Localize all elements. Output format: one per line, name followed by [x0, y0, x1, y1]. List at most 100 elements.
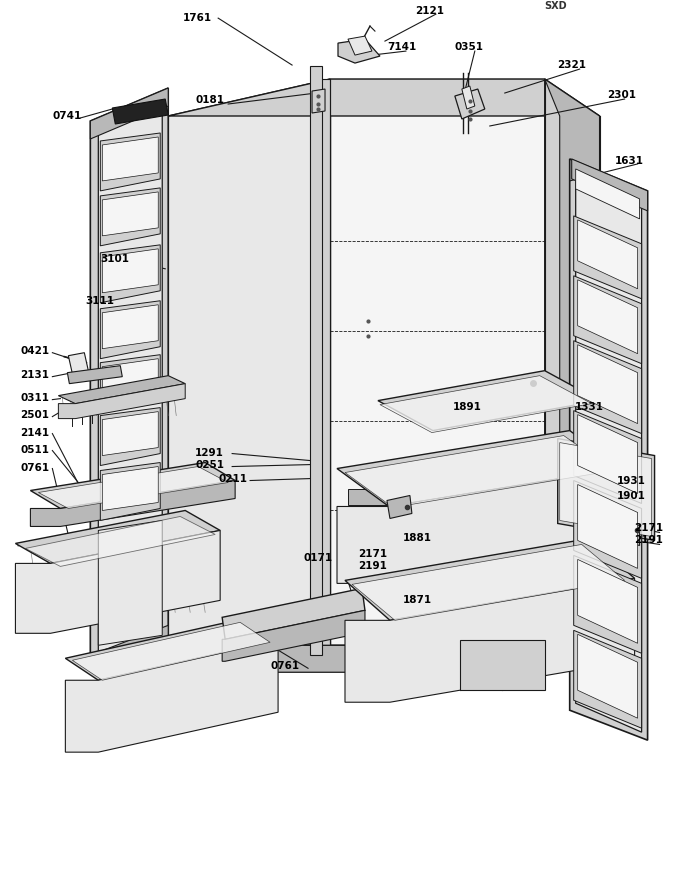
- Polygon shape: [460, 640, 545, 690]
- Text: 2301: 2301: [607, 90, 636, 100]
- Text: 0761: 0761: [20, 463, 50, 473]
- Text: 2321: 2321: [557, 60, 585, 70]
- Polygon shape: [168, 615, 600, 672]
- Polygon shape: [387, 496, 412, 518]
- Text: 0211: 0211: [218, 474, 247, 483]
- Polygon shape: [67, 366, 122, 383]
- Polygon shape: [101, 408, 160, 465]
- Polygon shape: [25, 517, 215, 566]
- Text: 1891: 1891: [453, 402, 481, 412]
- Polygon shape: [314, 79, 330, 645]
- Polygon shape: [58, 383, 185, 419]
- Polygon shape: [348, 36, 372, 55]
- Polygon shape: [574, 631, 642, 728]
- Polygon shape: [578, 280, 638, 354]
- Polygon shape: [101, 354, 160, 413]
- Polygon shape: [69, 353, 88, 374]
- Polygon shape: [99, 99, 163, 665]
- Polygon shape: [90, 88, 168, 672]
- Polygon shape: [101, 463, 160, 521]
- Text: 3101: 3101: [101, 253, 129, 264]
- Polygon shape: [38, 467, 228, 509]
- Polygon shape: [574, 341, 642, 434]
- Polygon shape: [348, 489, 400, 505]
- Polygon shape: [310, 66, 322, 655]
- Polygon shape: [378, 371, 600, 430]
- Polygon shape: [576, 169, 640, 219]
- Polygon shape: [558, 439, 655, 540]
- Polygon shape: [560, 442, 651, 537]
- Polygon shape: [90, 88, 168, 139]
- Text: 7141: 7141: [387, 42, 416, 52]
- Polygon shape: [168, 79, 330, 645]
- Text: 2131: 2131: [20, 369, 50, 380]
- Polygon shape: [102, 249, 158, 293]
- Polygon shape: [330, 79, 545, 645]
- Polygon shape: [345, 578, 634, 702]
- Polygon shape: [101, 133, 160, 191]
- Polygon shape: [352, 544, 625, 620]
- Text: 2191: 2191: [634, 536, 664, 545]
- Text: 0311: 0311: [20, 393, 50, 402]
- Polygon shape: [570, 159, 647, 740]
- Polygon shape: [168, 615, 600, 652]
- Text: 1331: 1331: [575, 402, 604, 412]
- Text: 1291: 1291: [195, 448, 224, 457]
- Text: 0171: 0171: [303, 553, 332, 564]
- Polygon shape: [574, 556, 642, 653]
- Polygon shape: [16, 530, 220, 633]
- Polygon shape: [574, 481, 642, 578]
- Polygon shape: [572, 159, 647, 211]
- Polygon shape: [610, 521, 640, 545]
- Text: 1931: 1931: [617, 476, 645, 485]
- Polygon shape: [112, 99, 168, 124]
- Polygon shape: [578, 219, 638, 289]
- Text: 1901: 1901: [617, 491, 645, 502]
- Polygon shape: [102, 412, 158, 456]
- Polygon shape: [578, 415, 638, 494]
- Polygon shape: [578, 484, 638, 569]
- Polygon shape: [101, 188, 160, 246]
- Polygon shape: [101, 300, 160, 359]
- Polygon shape: [90, 625, 168, 672]
- Text: 0511: 0511: [20, 444, 50, 455]
- Polygon shape: [65, 618, 278, 680]
- Polygon shape: [574, 216, 642, 299]
- Text: 2141: 2141: [20, 428, 50, 437]
- Polygon shape: [337, 469, 622, 584]
- Text: 0421: 0421: [20, 346, 50, 355]
- Text: 1761: 1761: [183, 13, 212, 24]
- Polygon shape: [337, 430, 622, 506]
- Text: 2121: 2121: [415, 6, 444, 17]
- Polygon shape: [574, 410, 642, 503]
- Polygon shape: [345, 436, 613, 508]
- Polygon shape: [574, 276, 642, 364]
- Polygon shape: [102, 467, 158, 510]
- Polygon shape: [31, 463, 235, 509]
- Polygon shape: [345, 538, 634, 620]
- Text: 1871: 1871: [403, 596, 432, 605]
- Polygon shape: [578, 345, 638, 423]
- Polygon shape: [31, 481, 235, 526]
- Polygon shape: [338, 39, 380, 63]
- Polygon shape: [545, 79, 600, 645]
- Text: 2171: 2171: [634, 523, 664, 533]
- Text: 0181: 0181: [195, 95, 224, 105]
- Text: 2171: 2171: [358, 550, 387, 559]
- Polygon shape: [99, 521, 163, 645]
- Polygon shape: [102, 359, 158, 402]
- Polygon shape: [222, 589, 365, 639]
- Polygon shape: [576, 166, 642, 733]
- Polygon shape: [102, 192, 158, 236]
- Text: 1881: 1881: [403, 533, 432, 544]
- Polygon shape: [168, 79, 600, 116]
- Text: 0761: 0761: [270, 661, 299, 672]
- Polygon shape: [58, 375, 185, 403]
- Polygon shape: [462, 86, 475, 109]
- Polygon shape: [578, 559, 638, 644]
- Text: 0251: 0251: [195, 460, 224, 469]
- Polygon shape: [455, 89, 485, 119]
- Text: 0351: 0351: [455, 42, 484, 52]
- Polygon shape: [222, 611, 365, 661]
- Polygon shape: [65, 640, 278, 753]
